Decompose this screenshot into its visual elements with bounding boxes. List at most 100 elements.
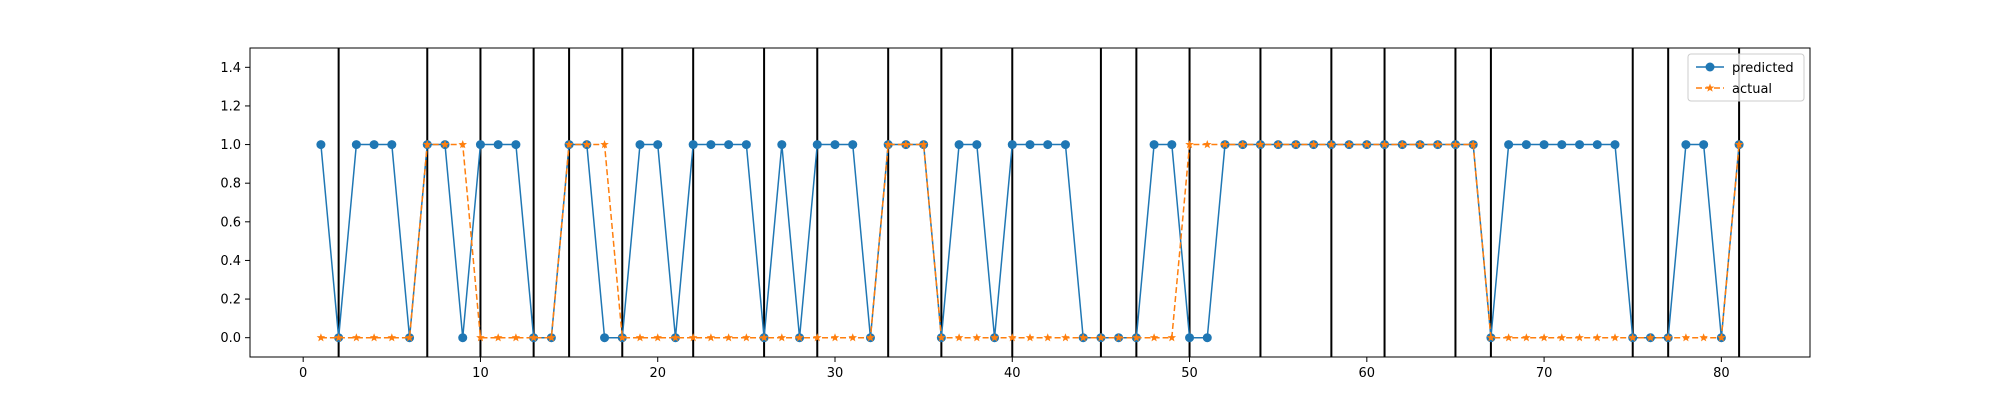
data-point (972, 140, 982, 150)
data-point (1043, 333, 1053, 342)
data-point (1628, 333, 1638, 342)
data-point (1149, 140, 1159, 150)
y-tick-label: 1.2 (220, 99, 241, 114)
data-point (1220, 140, 1230, 149)
y-axis: 0.0 0.2 0.4 0.6 0.8 1.0 1.2 1.4 (220, 61, 250, 346)
data-point (812, 140, 822, 150)
data-point (990, 333, 999, 342)
data-point (1238, 140, 1248, 149)
data-point (1025, 333, 1035, 342)
y-tick-label: 0.2 (220, 293, 241, 308)
data-point (351, 140, 361, 150)
data-point (1681, 140, 1691, 150)
data-point (1344, 140, 1354, 149)
y-tick-label: 1.0 (220, 138, 241, 153)
data-point (1256, 140, 1265, 149)
data-point (1185, 140, 1194, 149)
x-tick-label: 10 (472, 366, 489, 381)
data-point (600, 333, 610, 343)
data-point (653, 140, 663, 150)
legend-box (1687, 53, 1805, 102)
data-point (759, 333, 769, 342)
data-point (493, 140, 503, 150)
data-point (919, 140, 928, 149)
data-point (1610, 333, 1620, 342)
data-point (937, 333, 946, 342)
legend-marker-actual (1705, 83, 1715, 92)
data-point (1291, 140, 1301, 149)
data-point (316, 333, 326, 342)
data-point (777, 140, 787, 150)
data-point (564, 140, 574, 149)
data-point (1539, 333, 1549, 342)
data-point (1557, 333, 1567, 342)
legend-label-actual: actual (1732, 82, 1772, 97)
data-point (1096, 333, 1106, 342)
data-point (387, 140, 397, 150)
data-point (387, 333, 397, 342)
data-point (475, 140, 485, 150)
data-point (1397, 140, 1407, 149)
data-point (493, 333, 503, 342)
x-tick-label: 20 (649, 366, 666, 381)
data-point (1167, 333, 1177, 342)
data-point (529, 333, 538, 342)
data-point (1681, 333, 1691, 342)
series-actual (316, 140, 1744, 342)
data-point (1309, 140, 1318, 149)
data-point (741, 140, 751, 150)
data-point (1521, 140, 1531, 150)
data-point (1167, 140, 1177, 150)
data-point (830, 140, 840, 150)
data-point (1007, 140, 1017, 150)
data-point (458, 333, 468, 343)
data-point (422, 140, 432, 149)
data-point (617, 333, 627, 342)
y-tick-label: 0.0 (220, 331, 241, 346)
y-tick-label: 0.8 (220, 177, 241, 192)
data-point (1522, 333, 1531, 342)
x-tick-label: 30 (827, 366, 844, 381)
y-tick-label: 0.6 (220, 215, 241, 230)
data-point (954, 140, 964, 150)
data-point (1362, 140, 1372, 149)
data-point (1504, 333, 1513, 342)
legend: predicted actual (1687, 53, 1805, 102)
data-point (901, 140, 911, 149)
data-point (1717, 333, 1726, 342)
vertical-separator-lines (337, 48, 1741, 357)
data-point (1149, 333, 1159, 342)
legend-item-predicted: predicted (1696, 61, 1794, 76)
legend-marker-predicted (1705, 62, 1715, 72)
data-point (1273, 140, 1283, 149)
data-point (1451, 140, 1460, 149)
data-point (1699, 333, 1708, 342)
data-point (1202, 140, 1212, 149)
data-point (582, 140, 592, 149)
data-point (1592, 333, 1602, 342)
x-tick-label: 40 (1004, 366, 1021, 381)
plot-area-frame (249, 47, 1811, 358)
data-point (458, 140, 468, 149)
data-point (812, 333, 822, 342)
data-point (1025, 140, 1035, 150)
y-tick-label: 0.4 (220, 254, 241, 269)
data-point (724, 333, 733, 342)
data-point (1415, 140, 1425, 149)
x-tick-label: 70 (1536, 366, 1553, 381)
data-point (866, 333, 875, 342)
data-point (1043, 140, 1053, 150)
data-point (688, 140, 698, 150)
data-point (1575, 333, 1584, 342)
data-point (777, 333, 787, 342)
data-point (440, 140, 450, 149)
data-point (706, 333, 716, 342)
data-point (1327, 140, 1336, 149)
data-point (476, 333, 485, 342)
data-point (334, 333, 343, 342)
data-point (1185, 333, 1195, 343)
legend-label-predicted: predicted (1732, 61, 1794, 76)
data-point (1646, 333, 1655, 342)
